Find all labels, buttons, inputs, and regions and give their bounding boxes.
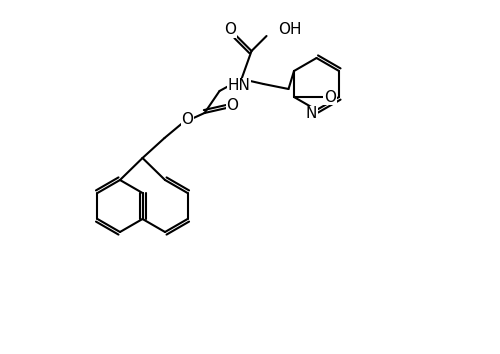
Text: OH: OH <box>278 23 302 38</box>
Text: N: N <box>306 107 317 121</box>
Text: O: O <box>324 90 336 104</box>
Text: O: O <box>226 98 238 114</box>
Text: O: O <box>224 23 236 38</box>
Text: O: O <box>182 113 194 127</box>
Text: HN: HN <box>228 79 250 93</box>
